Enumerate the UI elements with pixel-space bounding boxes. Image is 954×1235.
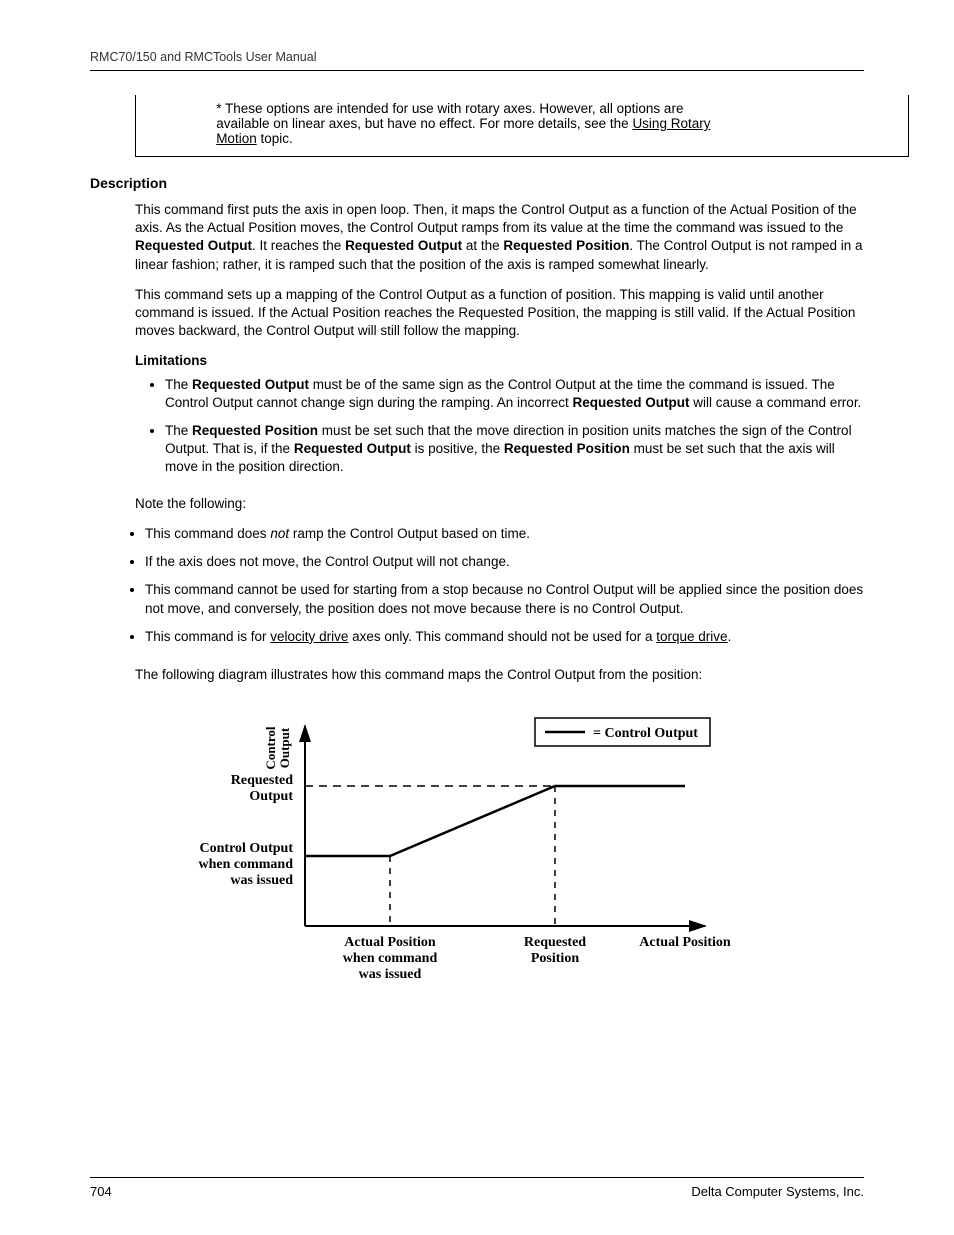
svg-text:Position: Position: [531, 951, 579, 966]
note-box-right: [722, 95, 908, 157]
list-item: If the axis does not move, the Control O…: [145, 553, 864, 571]
text-bold: Requested Position: [503, 238, 629, 253]
paragraph-1: This command first puts the axis in open…: [135, 201, 864, 274]
notes-list: This command does not ramp the Control O…: [145, 525, 864, 646]
description-heading: Description: [90, 175, 864, 191]
text: ramp the Control Output based on time.: [289, 526, 530, 541]
footer-rule: [90, 1177, 864, 1178]
note-suffix: topic.: [257, 131, 293, 146]
svg-text:when command: when command: [198, 857, 293, 872]
document-page: RMC70/150 and RMCTools User Manual * The…: [0, 0, 954, 1235]
text-bold: Requested Position: [192, 423, 318, 438]
svg-text:Actual Position: Actual Position: [344, 935, 436, 950]
text-bold: Requested Output: [192, 377, 309, 392]
svg-text:Control Output: Control Output: [200, 841, 294, 856]
text: This command is for: [145, 629, 270, 644]
list-item: The Requested Output must be of the same…: [165, 376, 864, 412]
text: is positive, the: [411, 441, 504, 456]
page-number: 704: [90, 1184, 112, 1199]
text: at the: [462, 238, 503, 253]
diagram-container: ControlOutput= Control OutputRequestedOu…: [135, 696, 864, 1001]
note-box-left: [136, 95, 207, 157]
note-prefix: * These options are intended for use wit…: [216, 101, 683, 131]
list-item: This command cannot be used for starting…: [145, 581, 864, 617]
text: . It reaches the: [252, 238, 345, 253]
page-header: RMC70/150 and RMCTools User Manual: [90, 50, 864, 64]
svg-text:Control: Control: [263, 726, 278, 769]
svg-text:was issued: was issued: [230, 873, 293, 888]
control-output-diagram: ControlOutput= Control OutputRequestedOu…: [135, 696, 755, 996]
page-footer: 704 Delta Computer Systems, Inc.: [90, 1177, 864, 1199]
paragraph-2: This command sets up a mapping of the Co…: [135, 286, 864, 341]
svg-text:= Control Output: = Control Output: [593, 726, 698, 741]
note-following: Note the following:: [135, 495, 864, 513]
description-body: This command first puts the axis in open…: [135, 201, 864, 684]
text-italic: not: [270, 526, 289, 541]
header-rule: [90, 70, 864, 71]
limitations-heading: Limitations: [135, 353, 864, 368]
svg-text:Output: Output: [277, 727, 292, 768]
link-text[interactable]: velocity drive: [270, 629, 348, 644]
text: This command does: [145, 526, 270, 541]
svg-text:when command: when command: [343, 951, 438, 966]
text: will cause a command error.: [690, 395, 862, 410]
link-text[interactable]: torque drive: [656, 629, 727, 644]
company-name: Delta Computer Systems, Inc.: [691, 1184, 864, 1199]
text-bold: Requested Output: [573, 395, 690, 410]
list-item: This command is for velocity drive axes …: [145, 628, 864, 646]
svg-text:Output: Output: [249, 789, 293, 804]
text: axes only. This command should not be us…: [348, 629, 656, 644]
list-item: This command does not ramp the Control O…: [145, 525, 864, 543]
note-box-text: * These options are intended for use wit…: [206, 95, 722, 157]
list-item: The Requested Position must be set such …: [165, 422, 864, 477]
text-bold: Requested Position: [504, 441, 630, 456]
note-box-table: * These options are intended for use wit…: [135, 95, 909, 157]
svg-text:was issued: was issued: [359, 967, 422, 982]
svg-text:Actual Position: Actual Position: [639, 935, 731, 950]
text: The: [165, 377, 192, 392]
limitations-list: The Requested Output must be of the same…: [165, 376, 864, 477]
svg-text:Requested: Requested: [524, 935, 586, 950]
text: .: [728, 629, 732, 644]
diagram-intro: The following diagram illustrates how th…: [135, 666, 864, 684]
text-bold: Requested Output: [294, 441, 411, 456]
text-bold: Requested Output: [345, 238, 462, 253]
text-bold: Requested Output: [135, 238, 252, 253]
text: The: [165, 423, 192, 438]
text: This command first puts the axis in open…: [135, 202, 857, 235]
svg-text:Requested: Requested: [231, 773, 293, 788]
